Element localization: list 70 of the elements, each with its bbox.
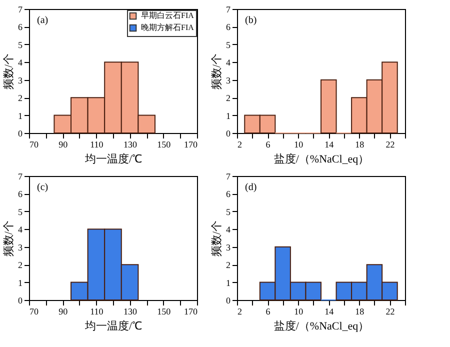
x-tick-label: 6: [266, 140, 271, 150]
y-tick-label: 7: [18, 172, 23, 182]
y-tick-label: 5: [18, 40, 23, 50]
y-tick-label: 6: [18, 189, 23, 200]
y-tick-label: 5: [18, 206, 23, 217]
annotation: (c): [37, 182, 48, 193]
y-tick-label: 1: [18, 110, 22, 121]
x-tick-label: 110: [90, 306, 104, 316]
y-axis-title: 频数/个: [3, 220, 15, 257]
y-axis-title: 频数/个: [211, 220, 223, 257]
y-tick-label: 3: [18, 242, 23, 252]
annotation: (d): [245, 182, 257, 193]
x-axis-title: 均一温度/℃: [84, 152, 142, 166]
x-tick-label: 22: [386, 306, 395, 316]
x-tick-label: 170: [184, 140, 198, 150]
y-tick-label: 1: [226, 110, 230, 121]
x-tick-label: 2: [238, 140, 242, 150]
x-tick-label: 18: [355, 306, 365, 316]
x-tick-label: 22: [386, 140, 395, 150]
y-tick-label: 7: [226, 4, 231, 14]
y-tick-label: 4: [18, 224, 23, 235]
y-tick-label: 5: [226, 206, 231, 217]
x-tick-label: 2: [238, 306, 242, 316]
y-tick-label: 2: [226, 260, 230, 270]
x-tick-label: 150: [157, 140, 172, 150]
y-axis-title: 频数/个: [211, 53, 223, 90]
x-tick-label: 10: [294, 140, 304, 150]
y-tick-label: 3: [18, 75, 23, 86]
x-axis-title: 盐度/（%NaCl_eq）: [274, 152, 370, 166]
y-tick-label: 0: [18, 128, 23, 138]
legend-label: 晚期方解石FIA: [141, 23, 194, 32]
y-tick-label: 5: [226, 40, 231, 50]
y-tick-label: 0: [226, 296, 231, 306]
annotation: (a): [37, 15, 48, 26]
legend-label: 早期白云石FIA: [141, 11, 194, 20]
x-axis-title: 盐度/（%NaCl_eq）: [274, 320, 370, 332]
x-tick-label: 10: [294, 306, 304, 316]
y-tick-label: 2: [18, 93, 22, 104]
x-tick-label: 70: [30, 306, 39, 316]
annotation: (b): [245, 15, 257, 26]
x-tick-label: 130: [124, 306, 138, 316]
y-tick-label: 7: [226, 172, 231, 182]
y-tick-label: 1: [226, 278, 230, 288]
x-tick-label: 18: [355, 140, 365, 150]
y-tick-label: 3: [226, 75, 231, 86]
x-tick-label: 170: [184, 306, 198, 316]
y-tick-label: 0: [226, 128, 231, 138]
y-axis-title: 频数/个: [3, 53, 15, 90]
y-tick-label: 6: [18, 22, 23, 32]
y-tick-label: 0: [18, 296, 23, 306]
x-axis-title: 均一温度/℃: [84, 320, 142, 332]
y-tick-label: 7: [18, 4, 23, 14]
x-tick-label: 70: [30, 140, 39, 150]
x-tick-label: 90: [58, 140, 68, 150]
x-tick-label: 6: [266, 306, 271, 316]
y-tick-label: 2: [226, 93, 230, 104]
y-tick-label: 2: [18, 260, 22, 270]
x-tick-label: 14: [324, 306, 334, 316]
x-tick-label: 90: [58, 306, 68, 316]
x-tick-label: 150: [157, 306, 172, 316]
x-tick-label: 14: [324, 140, 334, 150]
y-tick-label: 6: [226, 22, 231, 32]
y-tick-label: 4: [226, 224, 231, 235]
y-tick-label: 4: [18, 58, 23, 68]
x-tick-label: 110: [90, 140, 104, 150]
y-tick-label: 4: [226, 58, 231, 68]
y-tick-label: 3: [226, 242, 231, 252]
y-tick-label: 6: [226, 189, 231, 200]
x-tick-label: 130: [124, 140, 138, 150]
y-tick-label: 1: [18, 278, 22, 288]
